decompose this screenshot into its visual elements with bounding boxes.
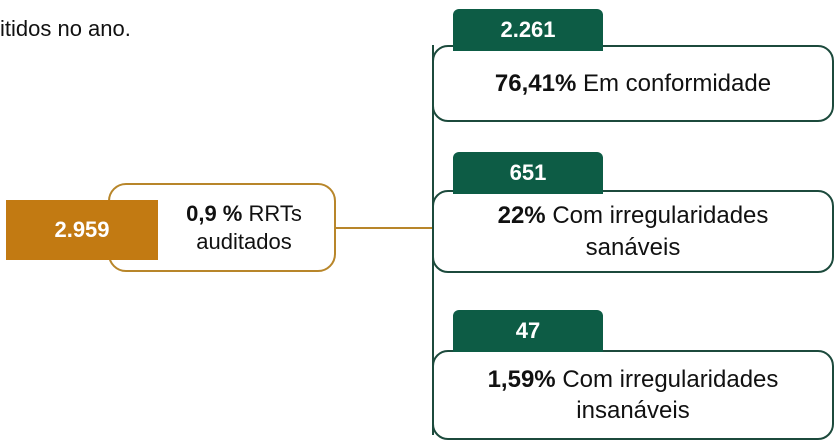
node-box: 76,41% Em conformidade bbox=[432, 45, 834, 122]
node-box: 22% Com irregularidades sanáveis bbox=[432, 190, 834, 273]
node-count: 651 bbox=[453, 152, 603, 194]
header-text: itidos no ano. bbox=[0, 16, 131, 41]
node-label: Com irregularidades insanáveis bbox=[562, 365, 779, 424]
root-label: RRTs auditados bbox=[196, 201, 302, 254]
node-percent: 1,59% bbox=[487, 365, 556, 393]
node-text: 76,41% Em conformidade bbox=[453, 68, 813, 99]
root-percent: 0,9 % bbox=[186, 201, 243, 226]
root-text: 0,9 % RRTs auditados bbox=[164, 200, 324, 255]
node-label: Em conformidade bbox=[582, 69, 772, 97]
node-box: 1,59% Com irregularidades insanáveis bbox=[432, 350, 834, 440]
root-count: 2.959 bbox=[6, 200, 158, 260]
node-count: 47 bbox=[453, 310, 603, 352]
node-text: 1,59% Com irregularidades insanáveis bbox=[453, 364, 813, 426]
connector bbox=[336, 227, 433, 229]
node-text: 22% Com irregularidades sanáveis bbox=[453, 200, 813, 262]
node-percent: 22% bbox=[497, 202, 546, 230]
node-percent: 76,41% bbox=[494, 69, 577, 97]
node-label: Com irregularidades sanáveis bbox=[552, 202, 769, 261]
node-count: 2.261 bbox=[453, 9, 603, 51]
